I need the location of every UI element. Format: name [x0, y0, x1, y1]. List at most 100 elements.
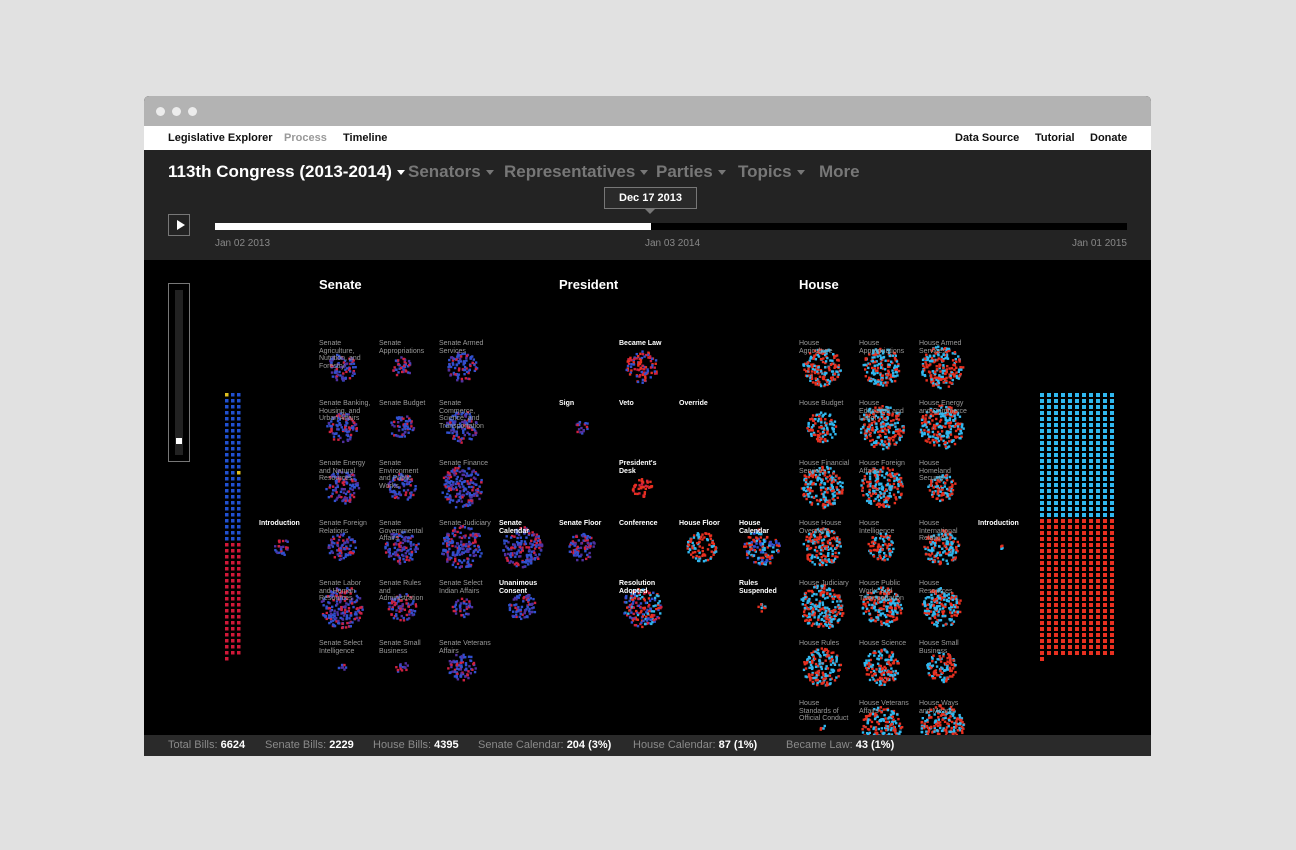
bill-dot: [809, 486, 812, 490]
bill-dot: [952, 609, 956, 612]
bill-dot: [951, 488, 955, 492]
bill-dot: [333, 475, 336, 478]
bill-dot: [463, 615, 466, 619]
bill-dot: [955, 548, 958, 552]
bill-dot: [887, 442, 891, 445]
nav-link[interactable]: Tutorial: [1035, 132, 1075, 144]
bill-dot: [338, 600, 342, 604]
bill-dot: [889, 375, 893, 379]
bill-dot: [458, 553, 461, 556]
bill-dot: [397, 421, 400, 424]
bill-dot: [941, 375, 944, 379]
bill-dot: [818, 605, 821, 609]
bill-dot: [351, 621, 354, 624]
bill-dot: [925, 711, 928, 714]
bill-dot: [804, 597, 807, 601]
bill-dot: [950, 367, 954, 370]
bill-dot: [338, 592, 342, 595]
bill-dot: [823, 653, 826, 657]
bill-dot: [811, 489, 814, 493]
menu-item[interactable]: Representatives: [504, 162, 649, 182]
bill-dot: [343, 611, 346, 614]
bill-dot: [330, 608, 333, 612]
bill-dot: [869, 670, 873, 674]
bill-dot: [884, 381, 887, 384]
bill-dot: [394, 484, 398, 488]
bill-dot: [470, 527, 473, 530]
nav-link[interactable]: Legislative Explorer: [168, 132, 273, 144]
bill-dot: [893, 366, 896, 369]
bill-dot: [953, 716, 956, 720]
bill-dot: [876, 427, 879, 431]
bill-dot: [947, 488, 950, 492]
timeline-track[interactable]: [215, 223, 1127, 230]
bill-dot: [825, 426, 829, 430]
nav-link[interactable]: Data Source: [955, 132, 1020, 144]
bill-dot: [815, 605, 819, 608]
bill-dot: [937, 560, 940, 563]
bill-dot: [877, 544, 880, 548]
bill-dot: [822, 680, 826, 683]
menu-item[interactable]: More: [819, 162, 860, 182]
menu-item[interactable]: Topics: [738, 162, 805, 182]
bill-dot: [803, 362, 807, 366]
bill-dot: [894, 354, 897, 357]
bill-dot: [411, 428, 414, 432]
bill-dot: [387, 485, 390, 488]
bill-dot: [954, 604, 958, 607]
bill-dot: [398, 491, 401, 494]
bill-dot: [389, 486, 392, 489]
nav-link[interactable]: Process: [284, 132, 327, 144]
menu-item[interactable]: Parties: [656, 162, 726, 182]
bill-dot: [830, 677, 833, 680]
bill-dot: [802, 614, 805, 618]
bill-dot: [893, 619, 896, 622]
bill-dot: [868, 470, 871, 474]
bill-dot: [335, 414, 339, 418]
bill-dot: [814, 528, 817, 532]
bill-dot: [463, 609, 466, 612]
bill-dot: [887, 673, 890, 676]
bill-dot: [346, 499, 350, 502]
bill-dot: [406, 664, 409, 667]
bill-dot: [408, 475, 411, 478]
bill-dot: [868, 491, 872, 495]
bill-dot: [953, 730, 956, 733]
bill-dot: [886, 495, 890, 498]
bill-dot: [461, 656, 464, 659]
bill-dot: [824, 667, 828, 670]
bill-dot: [950, 712, 953, 716]
bill-dot: [951, 549, 955, 553]
play-button[interactable]: [168, 214, 190, 236]
bill-dot: [925, 609, 928, 613]
nav-link[interactable]: Timeline: [343, 132, 388, 144]
bill-dot: [812, 533, 816, 537]
bill-dot: [344, 597, 347, 601]
bill-dot: [343, 668, 346, 671]
bill-dot: [921, 433, 924, 436]
bill-dot: [807, 425, 810, 428]
bill-dot: [819, 728, 822, 731]
bill-dot: [820, 425, 823, 429]
nav-link[interactable]: Donate: [1090, 132, 1128, 144]
bill-dot: [880, 600, 883, 604]
bill-dot: [894, 727, 897, 731]
bill-dot: [348, 377, 352, 380]
menu-item[interactable]: Senators: [408, 162, 494, 182]
bill-dot: [880, 415, 883, 419]
bill-dot: [324, 615, 327, 619]
bill-dot: [941, 610, 944, 613]
bill-dot: [396, 434, 400, 438]
bill-dot: [897, 484, 900, 488]
bill-dot: [948, 548, 951, 551]
bill-dot: [876, 557, 880, 561]
bill-dot: [887, 479, 891, 482]
bill-dot: [930, 360, 934, 363]
bill-dot: [888, 425, 891, 429]
play-icon: [177, 220, 185, 230]
bill-dot: [925, 425, 928, 429]
bill-dot: [959, 429, 962, 433]
menu-item[interactable]: 113th Congress (2013-2014): [168, 162, 405, 182]
bill-dot: [835, 546, 838, 550]
bill-dot: [895, 498, 898, 501]
